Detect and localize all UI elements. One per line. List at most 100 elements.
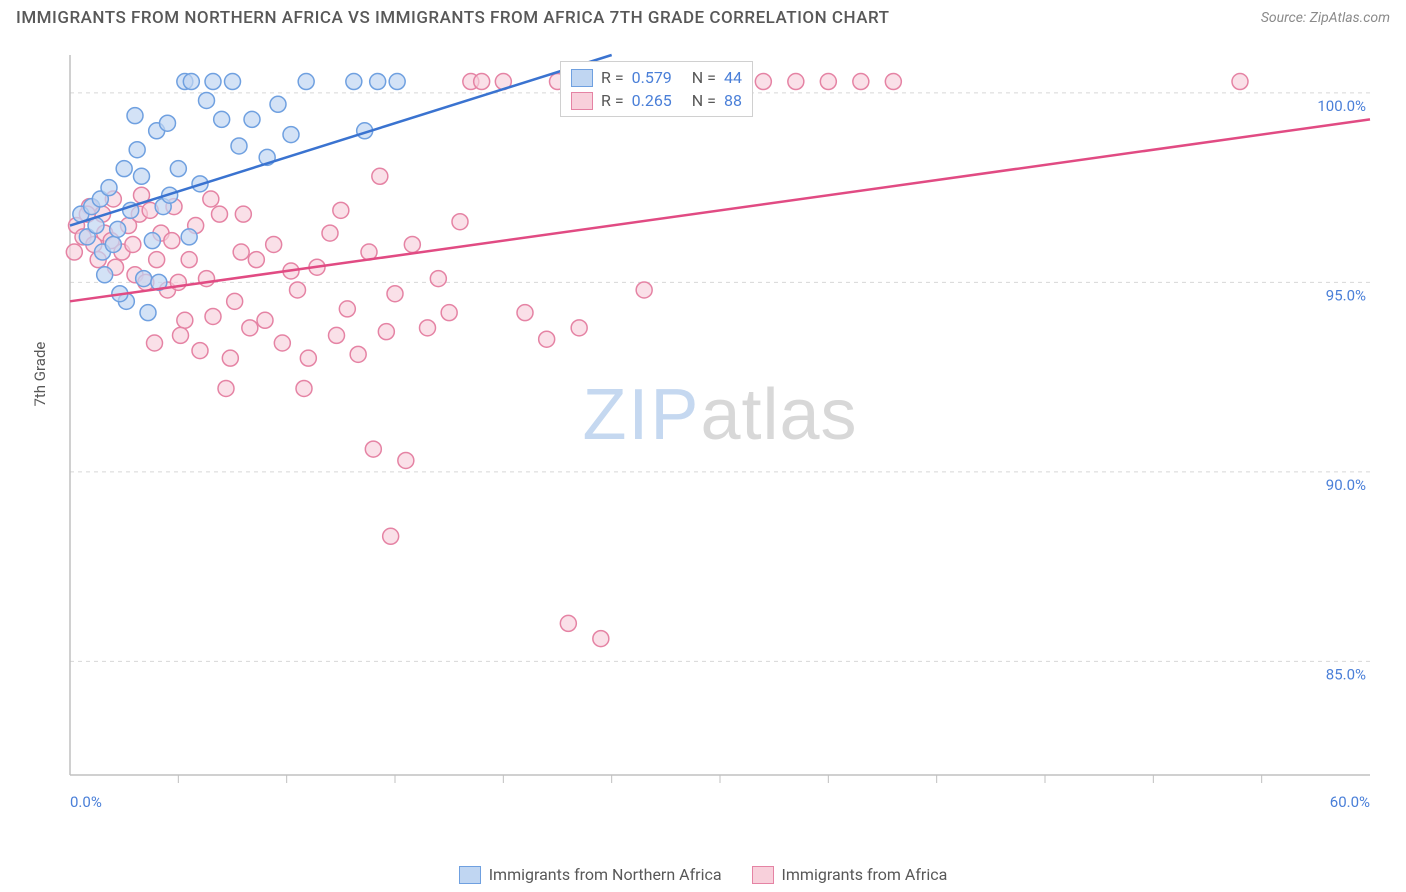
data-point: [274, 335, 290, 351]
title-bar: IMMIGRANTS FROM NORTHERN AFRICA VS IMMIG…: [0, 0, 1406, 32]
data-point: [322, 225, 338, 241]
data-point: [420, 320, 436, 336]
data-point: [339, 301, 355, 317]
svg-text:60.0%: 60.0%: [1330, 793, 1370, 811]
data-point: [517, 305, 533, 321]
data-point: [181, 252, 197, 268]
legend-series-label: Immigrants from Northern Africa: [489, 865, 722, 884]
legend-n-value: 88: [724, 91, 742, 110]
trend-line: [70, 119, 1370, 301]
data-point: [149, 252, 165, 268]
legend-swatch: [459, 866, 481, 884]
legend-n-label: N =: [692, 91, 716, 110]
data-point: [97, 267, 113, 283]
data-point: [125, 236, 141, 252]
data-point: [231, 138, 247, 154]
data-point: [333, 202, 349, 218]
data-point: [474, 74, 490, 90]
data-point: [181, 229, 197, 245]
data-point: [404, 236, 420, 252]
data-point: [101, 180, 117, 196]
svg-text:90.0%: 90.0%: [1326, 476, 1366, 494]
data-point: [225, 74, 241, 90]
data-point: [147, 335, 163, 351]
data-point: [298, 74, 314, 90]
data-point: [218, 380, 234, 396]
data-point: [227, 293, 243, 309]
data-point: [233, 244, 249, 260]
data-point: [203, 191, 219, 207]
data-point: [452, 214, 468, 230]
data-point: [398, 452, 414, 468]
data-point: [205, 308, 221, 324]
legend-n-value: 44: [724, 68, 742, 87]
data-point: [346, 74, 362, 90]
data-point: [270, 96, 286, 112]
bottom-legend-item: Immigrants from Africa: [752, 865, 948, 884]
data-point: [387, 286, 403, 302]
legend-n-label: N =: [692, 68, 716, 87]
legend-series-label: Immigrants from Africa: [782, 865, 948, 884]
data-point: [183, 74, 199, 90]
trend-line: [70, 55, 612, 226]
data-point: [430, 271, 446, 287]
data-point: [383, 528, 399, 544]
data-point: [593, 631, 609, 647]
data-point: [248, 252, 264, 268]
data-point: [164, 233, 180, 249]
data-point: [214, 111, 230, 127]
data-point: [370, 74, 386, 90]
chart-title: IMMIGRANTS FROM NORTHERN AFRICA VS IMMIG…: [16, 8, 890, 28]
data-point: [244, 111, 260, 127]
legend-r-value: 0.579: [632, 68, 672, 87]
data-point: [177, 312, 193, 328]
data-point: [296, 380, 312, 396]
data-point: [389, 74, 405, 90]
data-point: [205, 74, 221, 90]
bottom-legend-item: Immigrants from Northern Africa: [459, 865, 722, 884]
data-point: [66, 244, 82, 260]
legend-row: R = 0.265 N = 88: [571, 89, 742, 112]
svg-text:85.0%: 85.0%: [1326, 665, 1366, 683]
data-point: [144, 233, 160, 249]
data-point: [365, 441, 381, 457]
source-attribution: Source: ZipAtlas.com: [1261, 10, 1390, 26]
data-point: [242, 320, 258, 336]
data-point: [283, 127, 299, 143]
data-point: [116, 161, 132, 177]
data-point: [212, 206, 228, 222]
data-point: [192, 343, 208, 359]
data-point: [266, 236, 282, 252]
data-point: [441, 305, 457, 321]
data-point: [129, 142, 145, 158]
data-point: [636, 282, 652, 298]
data-point: [820, 74, 836, 90]
data-point: [560, 615, 576, 631]
data-point: [788, 74, 804, 90]
data-point: [755, 74, 771, 90]
data-point: [235, 206, 251, 222]
legend-r-value: 0.265: [632, 91, 672, 110]
data-point: [136, 271, 152, 287]
data-point: [160, 115, 176, 131]
legend-r-label: R =: [601, 91, 624, 110]
data-point: [170, 161, 186, 177]
data-point: [257, 312, 273, 328]
svg-text:100.0%: 100.0%: [1317, 97, 1366, 115]
source-name: ZipAtlas.com: [1310, 10, 1390, 26]
source-label: Source:: [1261, 10, 1310, 26]
data-point: [329, 327, 345, 343]
correlation-legend-box: R = 0.579 N = 44 R = 0.265 N = 88: [560, 61, 753, 117]
data-point: [222, 350, 238, 366]
chart-area: 7th Grade ZIPatlas 85.0%90.0%95.0%100.0%…: [50, 45, 1390, 815]
data-point: [127, 108, 143, 124]
data-point: [571, 320, 587, 336]
y-axis-label: 7th Grade: [31, 342, 49, 407]
svg-text:95.0%: 95.0%: [1326, 286, 1366, 304]
data-point: [1232, 74, 1248, 90]
data-point: [885, 74, 901, 90]
data-point: [539, 331, 555, 347]
data-point: [853, 74, 869, 90]
svg-text:0.0%: 0.0%: [70, 793, 102, 811]
data-point: [140, 305, 156, 321]
